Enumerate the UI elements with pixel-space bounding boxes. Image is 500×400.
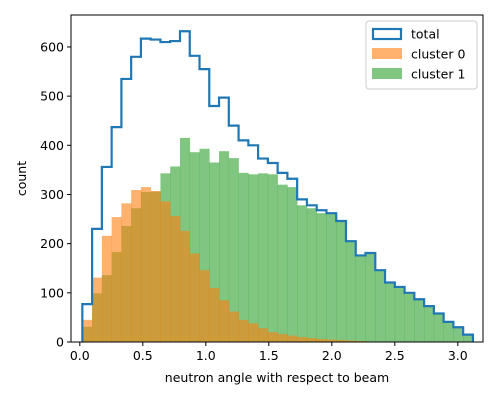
plot-area [81,30,475,342]
cluster-0-bar [160,201,171,342]
cluster-0-bar [306,338,317,342]
cluster-1-bar [336,221,347,342]
y-tick-label: 400 [40,138,64,153]
axes-frame [70,14,484,343]
legend: total cluster 0 cluster 1 [365,20,478,90]
cluster-1-bar [316,213,327,342]
y-tick-label: 500 [40,89,64,104]
cluster-0-bar [228,311,239,342]
legend-swatch-cluster-0 [372,48,402,59]
cluster-1-bar [228,158,239,342]
cluster-0-bar [209,287,220,342]
cluster-0-bar [345,340,357,342]
cluster-1-bar [199,148,210,342]
x-tick-label: 0.5 [133,348,153,363]
cluster-0-bar [179,230,191,342]
x-tick-label: 1.5 [259,348,279,363]
legend-swatch-total [371,27,403,41]
cluster-1-bar [238,172,249,342]
legend-swatch-cluster-1 [372,68,402,79]
cluster-0-bar [336,340,347,342]
legend-label-total: total [411,27,440,42]
cluster-1-bar [365,252,376,342]
y-axis-label: count [14,161,29,196]
cluster-0-bar [170,216,181,342]
total-step-line [81,30,475,342]
cluster-1-bar [385,282,396,342]
cluster-1-bar [453,327,464,342]
cluster-1-bar [267,174,278,342]
cluster-0-bar [248,323,259,342]
x-tick-label: 3.0 [448,348,468,363]
cluster-0-bar [238,319,249,342]
cluster-0-bar [82,319,93,342]
cluster-1-bar [355,255,366,342]
cluster-1-bar [424,306,435,342]
x-axis-label: neutron angle with respect to beam [165,370,389,385]
cluster-1-bar [326,213,337,342]
cluster-0-bar [297,337,308,342]
cluster-0-bar [258,328,269,342]
cluster-1-bar [297,205,308,342]
cluster-0-bar [189,253,200,342]
cluster-0-bar [219,300,230,342]
y-tick-label: 0 [56,335,64,350]
x-tick-label: 1.0 [196,348,216,363]
cluster-1-bar [189,152,200,342]
cluster-1-bar [443,321,454,342]
cluster-0-bar [287,335,298,342]
cluster-1-bar [414,299,425,342]
cluster-0-bar [101,235,112,342]
cluster-1-bar [394,286,405,342]
y-tick-label: 300 [40,187,64,202]
cluster-0-bar [140,187,151,342]
cluster-0-bar [277,334,288,342]
cluster-0-bar [150,191,161,342]
y-tick-label: 100 [40,285,64,300]
cluster-1-bar [306,208,317,342]
cluster-0-bar [121,203,132,342]
legend-label-cluster-0: cluster 0 [411,47,465,62]
x-axis-ticks: 0.0 0.5 1.0 1.5 2.0 2.5 3.0 [70,342,468,363]
cluster-1-bar [433,313,444,342]
cluster-1-bar [375,270,386,342]
y-axis-ticks: 0 100 200 300 400 500 600 [40,39,71,350]
cluster-1-bar [463,334,474,342]
cluster-1-bar [277,184,288,342]
cluster-1-bar [258,173,269,342]
cluster-0-bar [316,339,327,342]
cluster-0-bar [111,217,122,342]
x-tick-label: 2.5 [385,348,405,363]
cluster-0-bar [267,332,278,342]
cluster-0-bar [131,190,142,342]
cluster-0-bar [326,339,337,342]
cluster-0-bar [199,270,210,342]
x-tick-label: 0.0 [70,348,90,363]
x-tick-label: 2.0 [322,348,342,363]
cluster-1-bar [404,292,415,342]
cluster-1-bar [209,162,220,342]
cluster-1-bar [287,187,298,342]
cluster-1-bar [219,151,230,342]
y-tick-label: 600 [40,39,64,54]
y-tick-label: 200 [40,236,64,251]
legend-label-cluster-1: cluster 1 [411,67,465,82]
cluster-1-bar [248,174,259,342]
cluster-0-bar [92,277,103,342]
cluster-1-bar [345,241,357,342]
